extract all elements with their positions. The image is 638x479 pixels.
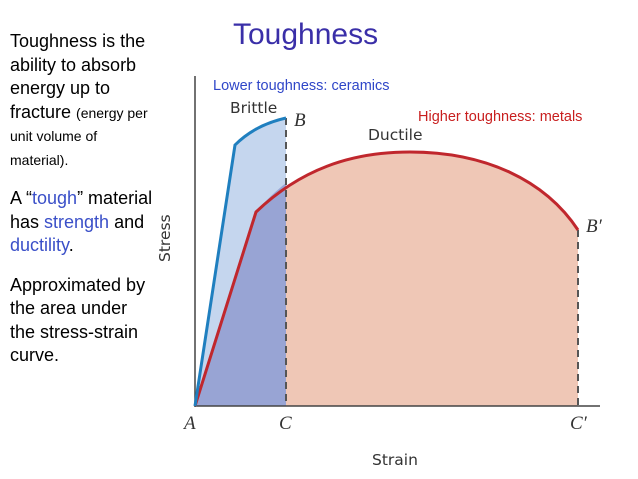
tough-text-a: A “ (10, 188, 33, 208)
strength-word: strength (44, 211, 110, 232)
point-c-prime-label: C′ (570, 413, 588, 434)
definition-main: Toughness is the ability to absorb energ… (10, 31, 146, 122)
tough-text-b: ” material has (10, 188, 153, 232)
point-c-label: C (279, 413, 292, 434)
tough-material-paragraph: A “tough” material has strength and duct… (10, 187, 155, 258)
point-b-label: B (294, 110, 306, 131)
point-a-label: A (182, 413, 196, 434)
approximation-paragraph: Approximated by the area under the stres… (10, 274, 146, 366)
ductility-word: ductility (10, 235, 69, 255)
tough-text-c: and (109, 211, 145, 232)
tough-word: tough (32, 188, 78, 208)
point-b-prime-label: B′ (586, 216, 603, 237)
overlap-area (195, 183, 286, 406)
tough-text-d: . (68, 235, 74, 255)
ductile-label: Ductile (368, 126, 423, 144)
definition-paragraph: Toughness is the ability to absorb energ… (10, 30, 155, 171)
x-axis-label: Strain (372, 451, 418, 469)
brittle-label: Brittle (230, 99, 277, 117)
lower-toughness-note: Lower toughness: ceramics (213, 78, 390, 94)
brittle-curve (193, 116, 287, 407)
higher-toughness-note: Higher toughness: metals (418, 109, 583, 125)
definition-note: (energy per unit volume of material). (10, 104, 148, 168)
y-axis-label: Stress (156, 214, 174, 262)
ductile-area (195, 152, 578, 406)
ductile-curve (193, 150, 580, 407)
page-title: Toughness (233, 18, 379, 51)
explanation-text: Toughness is the ability to absorb energ… (10, 30, 155, 384)
